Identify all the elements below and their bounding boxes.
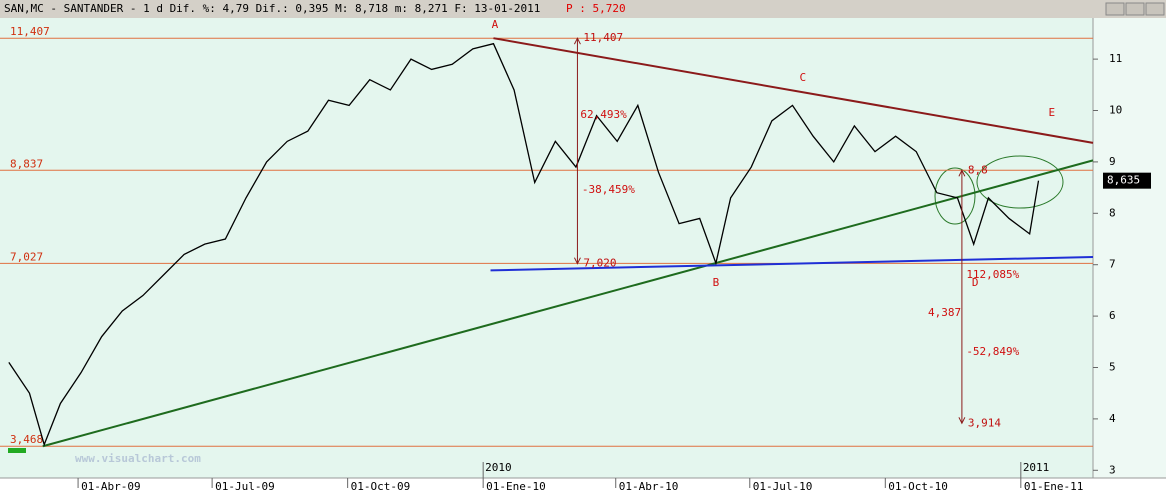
annotation: 62,493% [580,108,627,121]
arrow-head [958,169,966,425]
reference-label: 8,837 [10,157,43,170]
window-button[interactable] [1125,2,1145,16]
annotation: A [492,18,499,31]
annotation: -38,459% [582,183,635,196]
annotation: -52,849% [966,345,1019,358]
y-tick-label: 4 [1109,412,1116,425]
trendline [493,37,1094,144]
y-tick-label: 7 [1109,258,1116,271]
trendline [42,159,1094,448]
x-tick-label: 01-Jul-10 [753,480,813,493]
axis-area [1093,18,1166,478]
x-tick-label: 01-Ene-11 [1024,480,1084,493]
annotation: B [713,276,720,289]
annotation: E [1048,106,1055,119]
x-tick-label: 01-Abr-10 [619,480,679,493]
annotation: 4,387 [928,306,961,319]
annotation: C [799,71,806,84]
y-tick-label: 5 [1109,360,1116,373]
x-tick-label: 01-Oct-09 [351,480,411,493]
annotation: 112,085% [966,268,1019,281]
year-label: 2011 [1023,461,1050,474]
measure-label: 3,914 [968,416,1001,429]
year-label: 2010 [485,461,512,474]
reference-label: 3,468 [10,433,43,446]
header-price: P : 5,720 [566,2,626,15]
x-tick-label: 01-Oct-10 [888,480,948,493]
header-bar [0,0,1166,18]
watermark: www.visualchart.com [75,452,201,465]
reference-label: 11,407 [10,25,50,38]
y-tick-label: 9 [1109,155,1116,168]
highlight-ellipse [976,155,1064,209]
header-title: SAN,MC - SANTANDER - 1 d Dif. %: 4,79 Di… [4,2,540,15]
plot-area [0,18,1093,478]
y-tick-label: 3 [1109,463,1116,476]
measure-label: 8,8 [968,163,988,176]
x-tick-label: 01-Jul-09 [215,480,275,493]
price-line [8,42,1040,447]
annotation: D [972,276,979,289]
arrow-head [573,37,581,265]
y-tick-label: 10 [1109,104,1122,117]
y-tick-label: 8 [1109,206,1116,219]
trendline [490,255,1094,272]
window-button[interactable] [1145,2,1165,16]
window-button[interactable] [1105,2,1125,16]
y-tick-label: 11 [1109,52,1122,65]
measure-label: 11,407 [583,31,623,44]
marker [8,448,26,453]
x-tick-label: 01-Abr-09 [81,480,141,493]
last-price-label: 8,635 [1107,174,1140,187]
last-price-box [1103,172,1151,189]
x-tick-label: 01-Ene-10 [486,480,546,493]
measure-label: 7,020 [583,257,616,270]
y-tick-label: 6 [1109,309,1116,322]
reference-label: 7,027 [10,250,43,263]
highlight-ellipse [934,167,976,225]
